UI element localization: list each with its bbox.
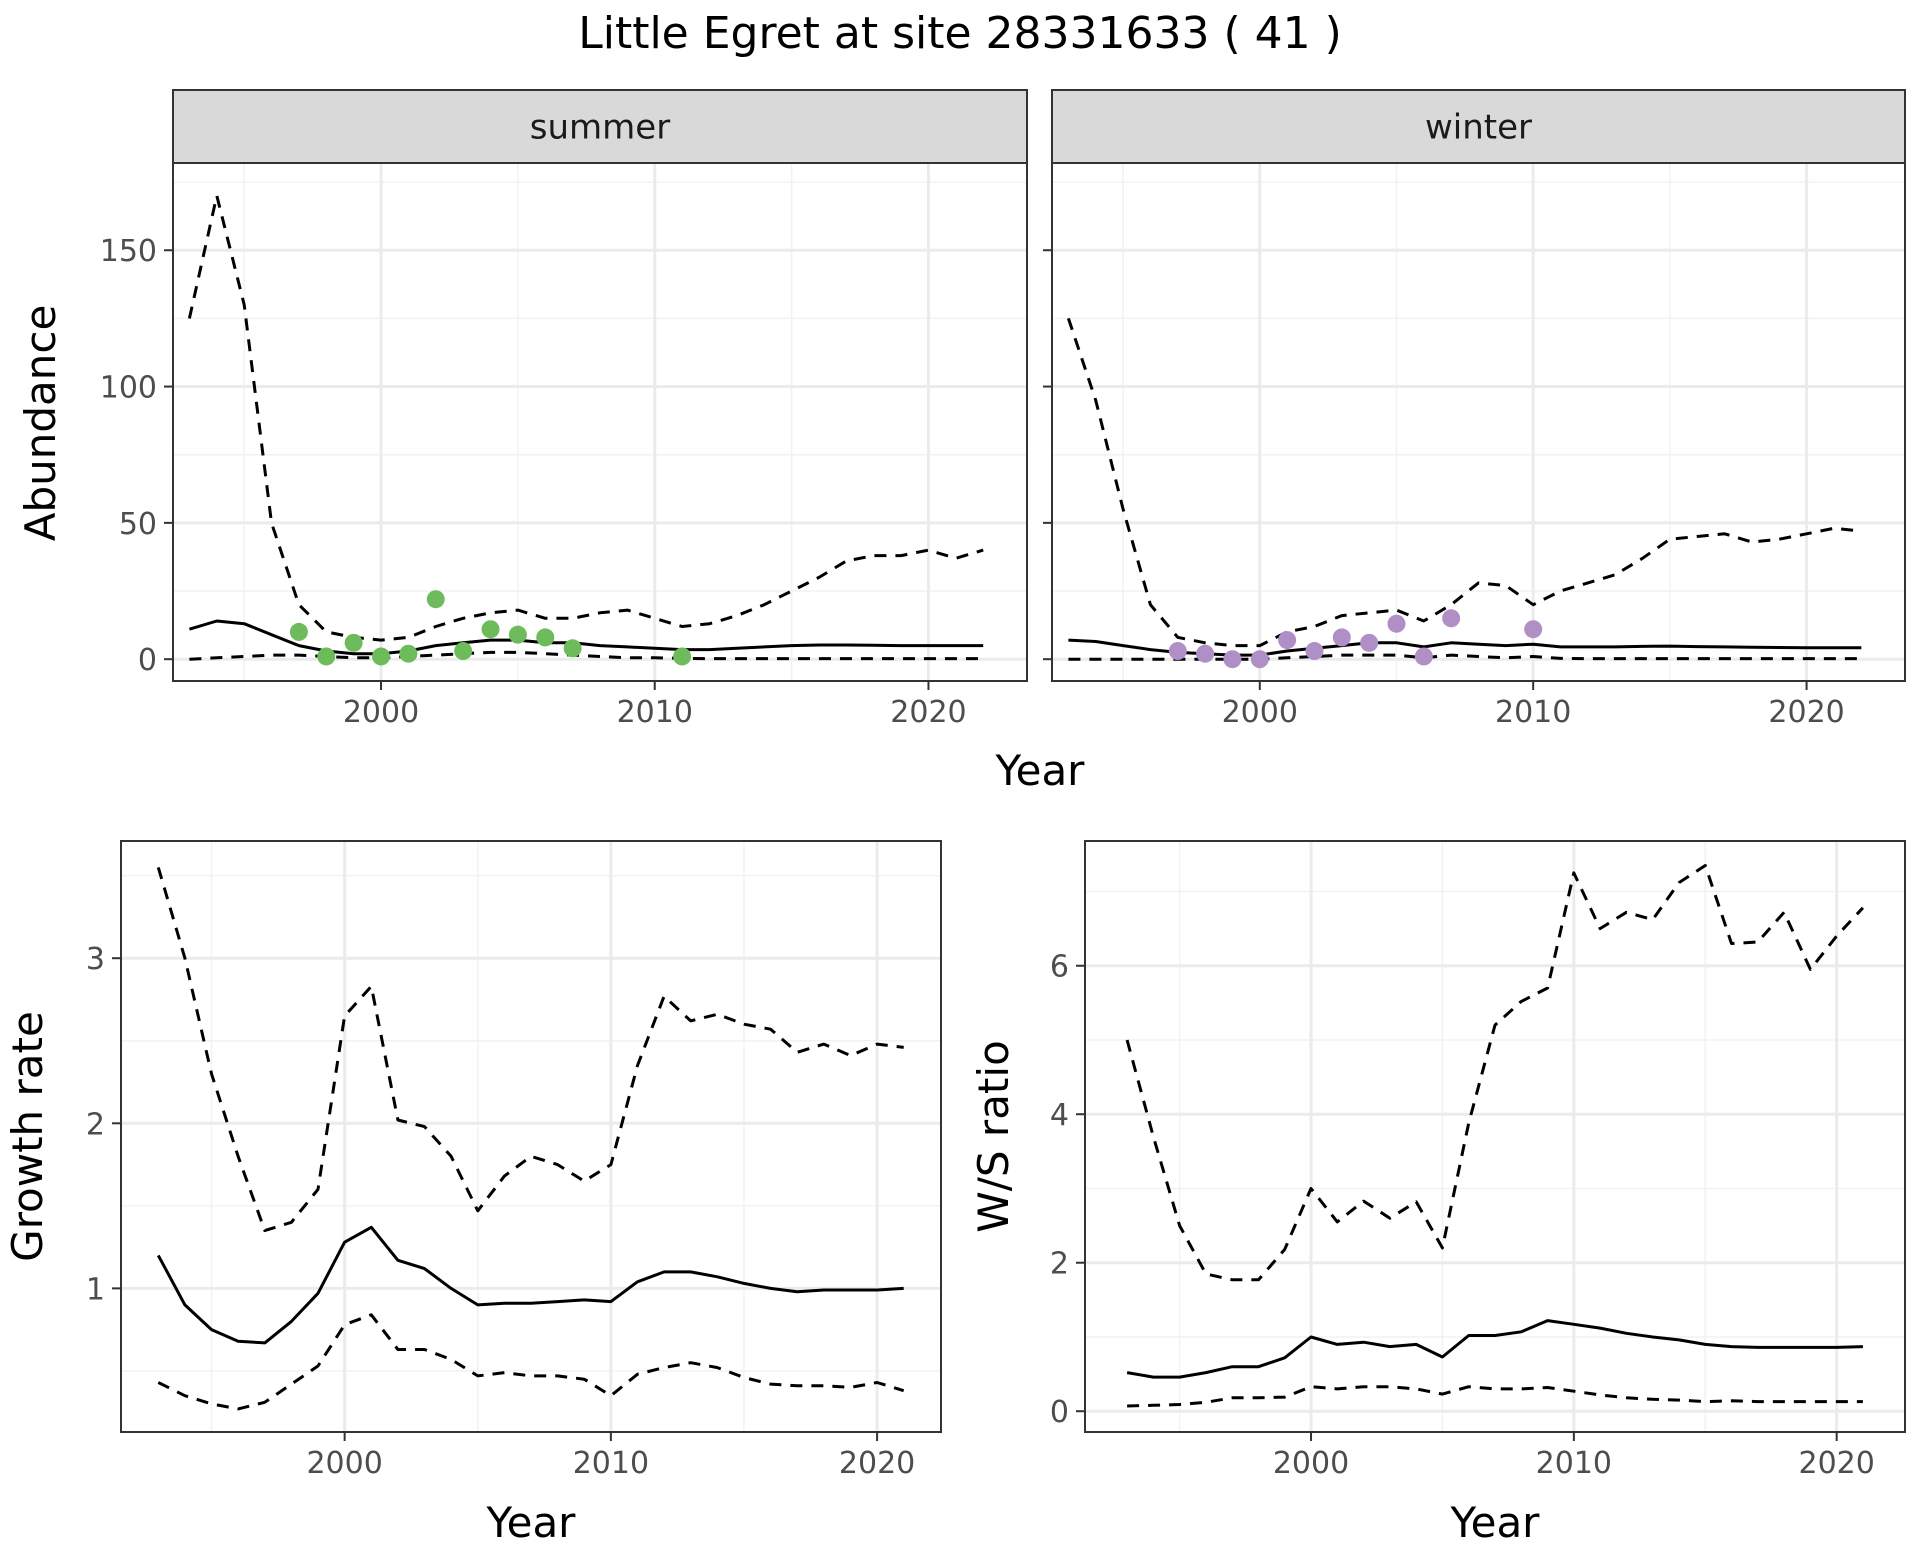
data-layer (187, 194, 984, 666)
data-point (399, 644, 418, 663)
x-tick-label: 2020 (890, 695, 966, 730)
series-line-lower (1127, 1385, 1863, 1408)
y-tick-label: 2 (86, 1107, 105, 1142)
y-tick-label: 1 (86, 1272, 105, 1307)
series-line-lower (157, 1313, 905, 1411)
x-tick-label: 2010 (573, 1446, 649, 1481)
data-point (344, 633, 363, 652)
series-line-upper (1066, 317, 1862, 648)
data-point (1524, 620, 1543, 639)
x-tick-label: 2000 (1273, 1446, 1349, 1481)
panel-border (172, 162, 1028, 682)
facet-strip-label: winter (1425, 108, 1532, 148)
data-layer (1066, 317, 1862, 669)
y-tick-label: 6 (1050, 950, 1069, 985)
y-axis-title: Growth rate (3, 1011, 52, 1262)
y-tick-label: 0 (138, 643, 157, 678)
x-tick-label: 2000 (343, 695, 419, 730)
data-point (508, 625, 527, 644)
chart-panel-1: summer 2000 2010 2020 0 50 100 150 (100, 89, 1028, 730)
data-point (289, 622, 308, 641)
y-tick-label: 0 (1050, 1395, 1069, 1430)
x-tick-label: 2020 (1798, 1446, 1874, 1481)
x-axis-title: Year (1450, 1498, 1541, 1547)
data-point (372, 647, 391, 666)
data-layer (156, 866, 905, 1411)
data-point (536, 628, 555, 647)
y-tick-label: 2 (1050, 1247, 1069, 1282)
series-line-upper (187, 194, 984, 642)
data-point (673, 647, 692, 666)
panel-border (1084, 840, 1906, 1433)
data-point (1305, 642, 1324, 661)
series-line-estimate (156, 1225, 904, 1345)
data-point (1360, 633, 1379, 652)
x-tick-label: 2000 (1222, 695, 1298, 730)
data-point (1414, 647, 1433, 666)
chart-panel-3: 2000 2010 2020 1 2 3 Year Growth rate (3, 840, 942, 1547)
series-line-upper (1125, 864, 1864, 1282)
series-line-estimate (1126, 1319, 1863, 1379)
data-point (563, 639, 582, 658)
chart-panel-4: 2000 2010 2020 0 2 4 6 Year W/S ratio (969, 840, 1906, 1547)
x-axis-title: Year (486, 1498, 577, 1547)
x-tick-label: 2000 (306, 1446, 382, 1481)
y-tick-label: 150 (100, 234, 157, 269)
data-point (1223, 650, 1242, 669)
x-tick-label: 2010 (1536, 1446, 1612, 1481)
x-tick-label: 2020 (1768, 695, 1844, 730)
top-shared-xlabel: Year (995, 746, 1086, 795)
y-tick-label: 50 (119, 507, 157, 542)
data-point (317, 647, 336, 666)
y-tick-label: 4 (1050, 1098, 1069, 1133)
y-axis-title: W/S ratio (969, 1040, 1018, 1233)
panel-border (1051, 162, 1906, 682)
y-tick-label: 100 (100, 371, 157, 406)
x-tick-label: 2010 (1495, 695, 1571, 730)
data-point (426, 590, 445, 609)
chart-panel-2: winter 2000 2010 2020 (1043, 89, 1906, 730)
data-point (481, 620, 500, 639)
data-point (1332, 628, 1351, 647)
data-point (1168, 642, 1187, 661)
top-shared-ylabel: Abundance (16, 305, 65, 542)
data-point (454, 642, 473, 661)
data-point (1387, 614, 1406, 633)
data-layer (1125, 864, 1864, 1408)
facet-strip (1051, 89, 1906, 164)
data-point (1196, 644, 1215, 663)
facet-strip-label: summer (530, 108, 670, 148)
figure-title: Little Egret at site 28331633 ( 41 ) (578, 8, 1342, 59)
data-point (1442, 609, 1461, 628)
y-tick-label: 3 (86, 942, 105, 977)
x-tick-label: 2020 (839, 1446, 915, 1481)
panel-border (120, 840, 942, 1433)
facet-strip (172, 89, 1028, 164)
data-point (1278, 631, 1297, 650)
data-point (1250, 650, 1269, 669)
x-tick-label: 2010 (617, 695, 693, 730)
